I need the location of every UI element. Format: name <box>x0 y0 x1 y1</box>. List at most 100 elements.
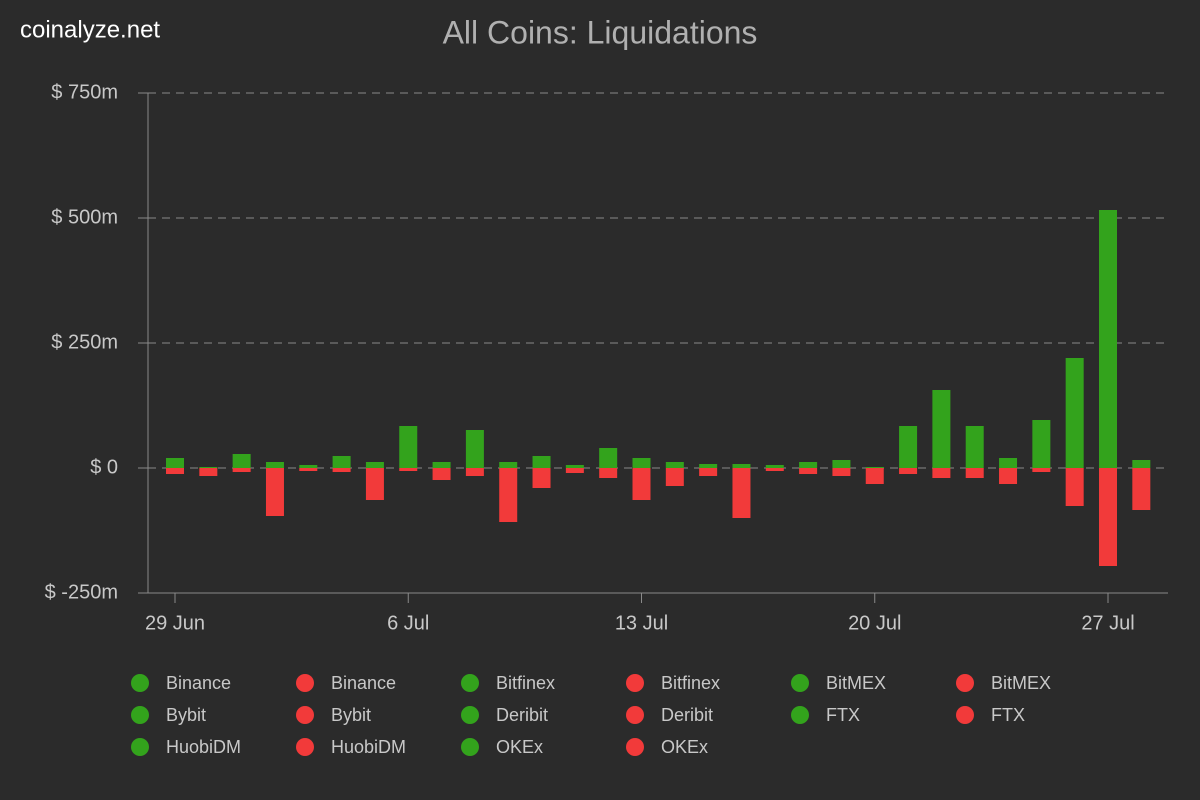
legend-label: OKEx <box>496 737 543 757</box>
bar <box>199 467 218 468</box>
bar <box>1099 468 1117 566</box>
bar <box>532 456 551 468</box>
bar <box>299 465 318 468</box>
bar <box>799 468 818 474</box>
legend-swatch <box>626 738 644 756</box>
bar <box>499 468 518 522</box>
legend-label: BitMEX <box>991 673 1051 693</box>
bar <box>465 430 484 468</box>
legend-item: FTX <box>956 705 1025 725</box>
legend-swatch <box>131 706 149 724</box>
legend-swatch <box>956 674 974 692</box>
bar <box>965 468 984 478</box>
y-tick-label: $ 500m <box>51 206 118 228</box>
bar <box>932 390 951 468</box>
legend-label: Binance <box>331 673 396 693</box>
legend-label: Bybit <box>166 705 206 725</box>
legend-swatch <box>461 674 479 692</box>
bar <box>732 464 751 468</box>
legend-swatch <box>956 706 974 724</box>
legend-label: Deribit <box>496 705 548 725</box>
legend-item: FTX <box>791 705 860 725</box>
bar <box>1032 420 1051 468</box>
x-tick-label: 27 Jul <box>1081 612 1134 634</box>
bar <box>1032 468 1051 472</box>
bar <box>532 468 551 488</box>
bar <box>632 458 651 468</box>
bar <box>265 468 284 516</box>
legend-swatch <box>296 738 314 756</box>
bar <box>632 468 651 500</box>
x-tick-label: 20 Jul <box>848 612 901 634</box>
legend-label: Binance <box>166 673 231 693</box>
legend-label: BitMEX <box>826 673 886 693</box>
legend-item: Bybit <box>131 705 206 725</box>
bar <box>166 458 184 468</box>
legend-item: BitMEX <box>956 673 1051 693</box>
y-tick-label: $ -250m <box>45 581 118 603</box>
bar <box>599 448 618 468</box>
bar <box>899 426 918 468</box>
bar <box>1132 460 1151 468</box>
legend-item: Binance <box>131 673 231 693</box>
legend-swatch <box>296 706 314 724</box>
bar <box>332 468 351 472</box>
bar <box>999 458 1018 468</box>
y-tick-label: $ 250m <box>51 331 118 353</box>
y-tick-label: $ 750m <box>51 81 118 103</box>
bar <box>199 468 218 476</box>
legend-label: HuobiDM <box>166 737 241 757</box>
legend-swatch <box>626 706 644 724</box>
bar <box>365 468 384 500</box>
legend-label: FTX <box>991 705 1025 725</box>
legend-item: OKEx <box>626 737 708 757</box>
bar <box>699 468 718 476</box>
bar <box>299 468 318 471</box>
legend-label: Bitfinex <box>661 673 720 693</box>
bar <box>432 468 451 480</box>
chart-title: All Coins: Liquidations <box>443 14 758 50</box>
bar <box>732 468 751 518</box>
bar <box>1065 468 1084 506</box>
bar <box>665 462 684 468</box>
legend-swatch <box>791 674 809 692</box>
legend-label: HuobiDM <box>331 737 406 757</box>
x-tick-label: 29 Jun <box>145 612 205 634</box>
bar <box>1132 468 1151 510</box>
x-tick-label: 13 Jul <box>615 612 668 634</box>
bar <box>832 468 851 476</box>
bar <box>865 468 884 484</box>
bar <box>1065 358 1084 468</box>
legend-item: Deribit <box>626 705 713 725</box>
bar <box>899 468 918 474</box>
bar <box>399 468 418 471</box>
legend-swatch <box>791 706 809 724</box>
bar <box>565 468 584 473</box>
bar <box>432 462 451 468</box>
bar <box>332 456 351 468</box>
y-tick-label: $ 0 <box>90 456 118 478</box>
legend-item: Binance <box>296 673 396 693</box>
legend-label: Bybit <box>331 705 371 725</box>
legend-item: OKEx <box>461 737 543 757</box>
legend-label: FTX <box>826 705 860 725</box>
legend-item: HuobiDM <box>296 737 406 757</box>
bar <box>565 465 584 468</box>
legend-item: Bybit <box>296 705 371 725</box>
bar <box>232 468 251 472</box>
bar <box>832 460 851 468</box>
bar <box>1099 210 1117 468</box>
legend-swatch <box>461 738 479 756</box>
bar <box>265 462 284 468</box>
legend-swatch <box>296 674 314 692</box>
legend-label: Bitfinex <box>496 673 555 693</box>
legend-swatch <box>131 674 149 692</box>
bar <box>865 467 884 468</box>
watermark: coinalyze.net <box>20 16 160 43</box>
legend-label: OKEx <box>661 737 708 757</box>
bar <box>465 468 484 476</box>
bar <box>765 468 784 471</box>
